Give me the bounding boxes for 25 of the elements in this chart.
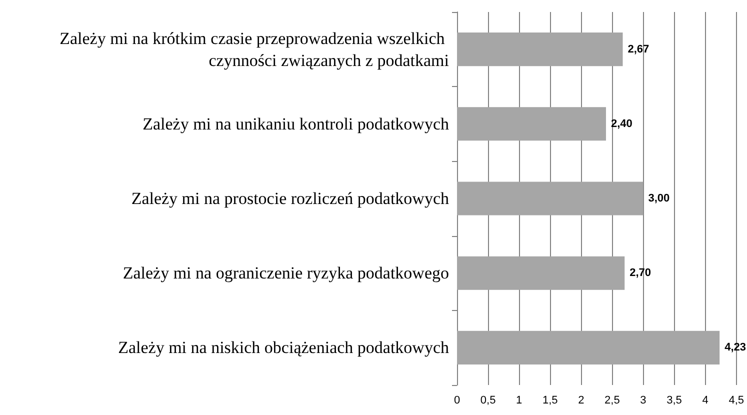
x-tick-label: 0,5 xyxy=(480,394,496,406)
bar xyxy=(457,256,625,290)
x-tick-label: 2 xyxy=(578,394,584,406)
x-tick-label: 3,5 xyxy=(666,394,682,406)
x-tick-label: 4 xyxy=(702,394,708,406)
bar xyxy=(457,32,623,66)
y-tick-label: Zależy mi na prostocie rozliczeń podatkowych xyxy=(131,189,450,208)
y-tick-label: Zależy mi na ograniczenie ryzyka podatkowego xyxy=(122,264,449,283)
y-tick-label: Zależy mi na niskich obciążeniach podatkowych xyxy=(118,338,450,358)
x-tick-label: 3 xyxy=(640,394,646,406)
data-label: 2,70 xyxy=(630,267,652,280)
bar xyxy=(457,107,606,141)
x-tick-label: 0 xyxy=(454,394,460,406)
bar xyxy=(457,182,644,216)
data-label: 3,00 xyxy=(648,192,670,204)
x-tick-label: 1 xyxy=(516,394,522,406)
data-label: 4,23 xyxy=(724,342,746,354)
x-tick-label: 1,5 xyxy=(542,394,558,406)
bar xyxy=(457,330,720,364)
y-tick-label: Zależy mi na krótkim czasie przeprowadzenia wszelkich czynności związanych z podatkami xyxy=(60,28,450,70)
data-label: 2,67 xyxy=(628,43,650,56)
x-tick-label: 4,5 xyxy=(728,394,744,406)
y-tick-label: Zależy mi na unikaniu kontroli podatkowych xyxy=(142,114,450,134)
data-label: 2,40 xyxy=(610,118,632,130)
x-tick-label: 2,5 xyxy=(604,394,620,406)
